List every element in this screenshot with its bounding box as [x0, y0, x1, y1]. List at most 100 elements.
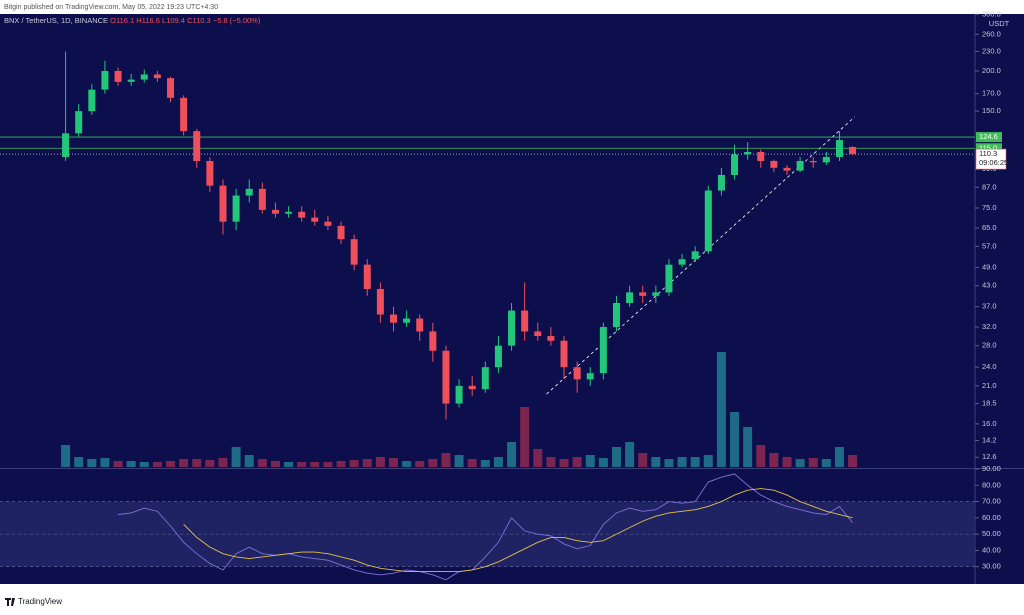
candle-body — [127, 79, 135, 82]
volume-bar — [375, 457, 385, 467]
ohlc-close: C110.3 — [187, 16, 211, 25]
candle-body — [258, 188, 266, 210]
candle-body — [101, 70, 109, 90]
candle-body — [691, 251, 699, 260]
candle-body — [219, 185, 227, 222]
candle-body — [626, 292, 634, 304]
volume-bar — [756, 445, 766, 467]
volume-bar — [166, 461, 176, 467]
candle-body — [599, 327, 607, 374]
candle-body — [665, 264, 673, 293]
volume-bar — [74, 457, 84, 467]
volume-bar — [428, 459, 438, 467]
volume-bar — [284, 462, 294, 467]
candle-body — [455, 385, 463, 404]
volume-bar — [297, 462, 307, 467]
candle-body — [193, 131, 201, 161]
y-tick-label: 43.0 — [982, 281, 997, 290]
candle-body — [376, 289, 384, 315]
footer-background — [0, 584, 1024, 610]
volume-bar — [730, 412, 740, 467]
y-tick-label: 37.0 — [982, 302, 997, 311]
candle-body — [114, 70, 122, 82]
y-tick-label: 49.0 — [982, 262, 997, 271]
y-tick-label: 12.6 — [982, 452, 997, 461]
y-tick-label: 60.00 — [982, 513, 1001, 522]
volume-bar — [585, 455, 595, 467]
volume-bar — [61, 445, 71, 467]
y-tick-label: 150.0 — [982, 106, 1001, 115]
volume-bar — [388, 458, 398, 467]
volume-bar — [782, 457, 792, 467]
volume-bar — [677, 457, 687, 467]
y-tick-label: 50.00 — [982, 529, 1001, 538]
rsi-line — [183, 488, 853, 573]
volume-bar — [546, 457, 556, 467]
candle-body — [573, 367, 581, 380]
candle-body — [547, 336, 555, 341]
candle-body — [271, 209, 279, 214]
candle-body — [153, 74, 161, 79]
volume-bar — [493, 457, 503, 467]
candle-body — [245, 188, 253, 196]
y-tick-label: 30.00 — [982, 562, 1001, 571]
y-tick-label: 21.0 — [982, 381, 997, 390]
volume-bar — [690, 457, 700, 467]
y-tick-label: 75.0 — [982, 203, 997, 212]
volume-bar — [402, 461, 412, 467]
candle-body — [298, 211, 306, 218]
y-tick-label: 16.0 — [982, 419, 997, 428]
y-tick-label: 80.00 — [982, 480, 1001, 489]
candle-body — [652, 292, 660, 296]
candle-body — [363, 264, 371, 290]
candle-body — [809, 160, 817, 163]
candle-body — [717, 174, 725, 191]
volume-bar — [139, 462, 149, 467]
candle-body — [639, 292, 647, 296]
y-tick-label: 40.00 — [982, 545, 1001, 554]
candle-body — [521, 310, 529, 332]
volume-bar — [703, 455, 713, 467]
candle-body — [62, 133, 70, 158]
candle-body — [337, 225, 345, 240]
volume-bar — [664, 459, 674, 467]
candle-body — [140, 74, 148, 80]
y-tick-label: 65.0 — [982, 223, 997, 232]
volume-bar — [520, 407, 530, 467]
volume-bar — [611, 447, 621, 467]
volume-bar — [218, 458, 228, 467]
candle-body — [731, 154, 739, 175]
volume-bar — [467, 459, 477, 467]
y-tick-label: 32.0 — [982, 322, 997, 331]
volume-bar — [441, 453, 451, 467]
currency-label: USDT — [989, 19, 1010, 28]
volume-bar — [808, 458, 818, 467]
y-tick-label: 200.0 — [982, 66, 1001, 75]
volume-bar — [323, 462, 333, 467]
candle-body — [796, 160, 804, 171]
volume-bar — [834, 447, 844, 467]
candle-body — [350, 239, 358, 265]
candle-body — [167, 78, 175, 98]
volume-bar — [559, 459, 569, 467]
candle-body — [494, 345, 502, 368]
candle-body — [311, 217, 319, 222]
candle-body — [468, 385, 476, 390]
candle-body — [481, 367, 489, 390]
volume-bar — [362, 459, 372, 467]
candle-body — [429, 331, 437, 351]
volume-bar — [205, 460, 215, 467]
volume-bar — [533, 449, 543, 467]
candle-body — [416, 318, 424, 332]
footer: TradingView — [18, 597, 62, 606]
footer-logo — [5, 598, 15, 606]
candle-body — [206, 160, 214, 186]
y-tick-label: 18.5 — [982, 399, 997, 408]
header: Bitgin published on TradingView.com, May… — [4, 4, 218, 11]
volume-bar — [848, 455, 858, 467]
candle-body — [285, 211, 293, 214]
chart-title: BNX / TetherUS, 1D, BINANCE O116.1 H116.… — [4, 16, 261, 25]
volume-bar — [270, 461, 280, 467]
volume-bar — [598, 458, 608, 467]
